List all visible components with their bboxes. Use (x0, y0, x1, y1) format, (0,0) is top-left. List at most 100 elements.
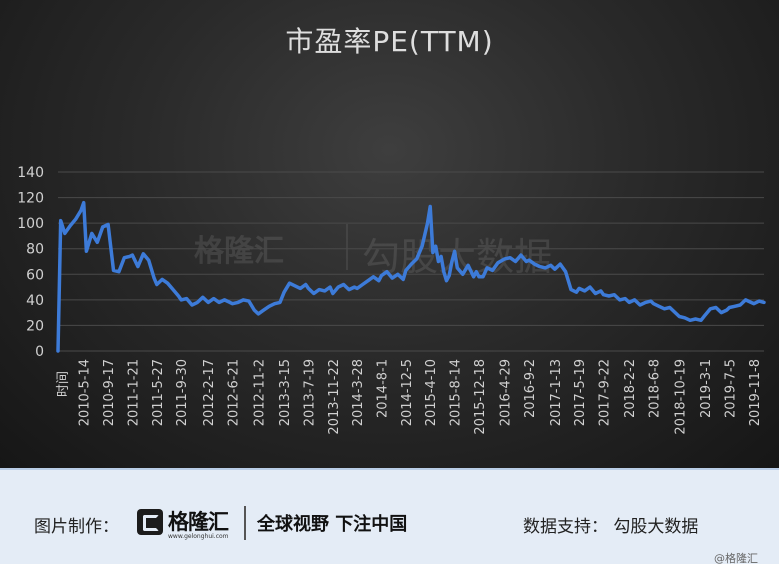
data-point-58 (342, 283, 345, 286)
x-tick-label-16: 2015-12-18 (473, 359, 488, 435)
x-tick-label-14: 2015-4-10 (424, 359, 439, 426)
data-point-61 (355, 287, 359, 290)
data-point-45 (278, 301, 282, 304)
data-point-38 (242, 298, 245, 302)
data-point-102 (533, 262, 536, 266)
brand-url: www.gelonghui.com (168, 533, 229, 540)
x-tick-label-19: 2017-1-13 (549, 359, 564, 426)
data-support: 数据支持： 勾股大数据 (523, 517, 699, 537)
data-point-90 (475, 270, 478, 273)
data-point-79 (437, 260, 440, 263)
data-point-44 (273, 302, 276, 305)
data-point-71 (404, 269, 408, 272)
data-point-77 (431, 251, 435, 254)
data-point-6 (82, 201, 85, 204)
data-point-9 (96, 241, 99, 244)
data-point-37 (236, 301, 240, 304)
data-point-130 (674, 311, 677, 314)
data-point-60 (353, 285, 356, 289)
data-point-19 (147, 259, 150, 262)
x-axis-title: 时间 (56, 371, 71, 397)
data-point-0 (56, 349, 60, 353)
data-point-68 (391, 276, 394, 280)
data-point-119 (618, 298, 621, 302)
data-point-56 (331, 292, 334, 295)
data-point-43 (268, 305, 271, 308)
data-point-42 (262, 308, 265, 312)
data-point-26 (180, 298, 183, 302)
slogan: 全球视野 下注中国 (257, 514, 408, 535)
data-point-110 (575, 291, 578, 294)
y-tick-label-40: 40 (26, 293, 44, 309)
data-point-83 (448, 274, 451, 277)
y-tick-label-120: 120 (17, 191, 44, 207)
data-point-16 (131, 253, 134, 257)
y-tick-label-80: 80 (26, 242, 44, 258)
data-point-109 (569, 288, 573, 291)
data-point-101 (527, 259, 531, 262)
data-point-141 (728, 306, 731, 309)
data-point-27 (185, 297, 188, 300)
data-point-128 (663, 307, 666, 310)
data-point-40 (253, 308, 256, 312)
data-point-92 (481, 275, 485, 278)
data-point-88 (466, 264, 470, 267)
data-point-85 (453, 250, 456, 253)
data-point-78 (434, 245, 437, 248)
data-point-86 (456, 266, 459, 270)
data-point-82 (445, 279, 448, 282)
chart-panel: 市盈率PE(TTM) 格隆汇 勾股大数据 0 20 40 60 80 100 120 140 时… (0, 0, 779, 468)
data-point-107 (559, 262, 562, 266)
data-point-3 (69, 224, 72, 227)
data-point-55 (328, 285, 332, 289)
data-point-94 (491, 269, 494, 272)
x-tick-label-25: 2019-3-1 (699, 359, 714, 418)
x-tick-label-6: 2012-6-21 (226, 359, 241, 426)
brand-name: 格隆汇 (168, 510, 229, 534)
data-point-89 (472, 275, 475, 278)
data-point-46 (282, 291, 286, 294)
data-point-11 (106, 223, 110, 226)
x-tick-label-0: 2010-5-14 (78, 359, 93, 426)
watermark-divider (346, 224, 348, 270)
data-point-59 (347, 288, 351, 291)
data-point-69 (396, 273, 399, 276)
data-point-106 (553, 268, 556, 271)
x-tick-label-1: 2010-9-17 (102, 359, 117, 426)
watermark-logo: 格隆汇 (194, 234, 284, 269)
data-point-62 (361, 283, 364, 286)
data-point-146 (752, 302, 755, 305)
data-point-4 (74, 218, 77, 221)
data-point-22 (161, 278, 164, 281)
data-point-117 (607, 294, 611, 298)
data-point-137 (709, 307, 712, 310)
data-point-17 (136, 265, 140, 268)
x-tick-label-3: 2011-5-27 (151, 359, 166, 426)
footer-divider (244, 506, 246, 540)
y-tick-label-20: 20 (26, 318, 44, 334)
x-tick-label-9: 2013-7-19 (302, 359, 317, 426)
data-point-75 (426, 221, 429, 225)
data-point-129 (668, 306, 671, 309)
pe-line-chart: 0 20 40 60 80 100 120 140 时间 2010-5-14 2010-9-17 20… (17, 165, 766, 435)
data-point-98 (514, 260, 517, 263)
data-point-139 (720, 311, 723, 314)
y-tick-label-140: 140 (17, 165, 44, 181)
data-point-33 (217, 301, 221, 304)
data-point-125 (649, 299, 653, 303)
data-point-136 (703, 314, 707, 317)
x-tick-label-2: 2011-1-21 (126, 359, 141, 426)
data-point-123 (638, 303, 642, 307)
x-tick-label-11: 2014-3-28 (351, 359, 366, 426)
data-point-147 (758, 299, 761, 303)
data-point-81 (442, 270, 445, 273)
data-point-124 (644, 301, 647, 304)
x-tick-label-20: 2017-5-19 (573, 359, 588, 426)
data-point-100 (525, 260, 528, 263)
data-point-48 (293, 284, 297, 287)
x-tick-label-27: 2019-11-8 (748, 359, 763, 426)
data-point-97 (508, 256, 512, 259)
data-point-126 (652, 302, 655, 305)
data-point-63 (366, 279, 370, 282)
y-tick-label-60: 60 (26, 267, 44, 283)
